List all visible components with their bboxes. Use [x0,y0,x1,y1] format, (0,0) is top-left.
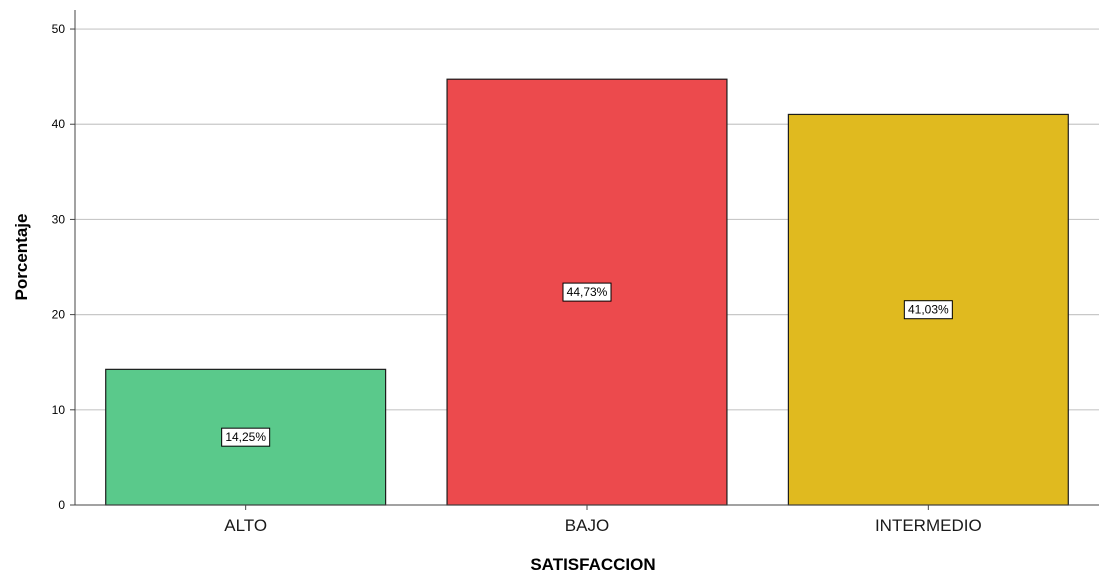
y-tick-label: 0 [58,498,65,512]
data-label-box [903,300,953,320]
x-axis-title: SATISFACCION [530,555,655,574]
y-tick-label: 20 [52,308,66,322]
x-tick-label: INTERMEDIO [875,516,982,535]
data-label: 14,25% [225,430,266,444]
y-ticks: 0 10 20 30 40 50 [52,22,75,512]
y-tick-label: 10 [52,403,66,417]
data-label: 44,73% [567,285,608,299]
x-ticks: ALTO BAJO INTERMEDIO [224,505,982,535]
x-tick-label: ALTO [224,516,267,535]
data-label: 41,03% [908,303,949,317]
data-label-box [221,427,271,447]
y-tick-label: 30 [52,212,66,226]
y-tick-label: 40 [52,117,66,131]
bars [105,78,1069,506]
y-axis-title: Porcentaje [12,214,31,301]
x-tick-label: BAJO [565,516,609,535]
y-tick-label: 50 [52,22,66,36]
data-labels: 14,25% 44,73% 41,03% [221,282,953,447]
data-label-box [562,282,612,302]
